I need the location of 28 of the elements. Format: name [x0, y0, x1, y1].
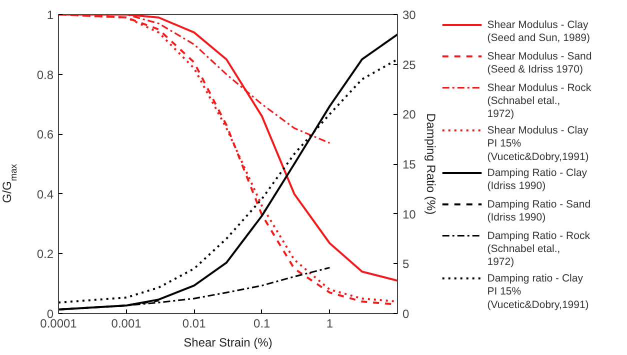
- y2-tick-label: 10: [402, 207, 416, 222]
- legend-label: Shear Modulus - Sand (Seed & Idriss 1970): [487, 50, 592, 76]
- y-tick-label: 0.6: [36, 128, 54, 142]
- x-tick-label: 0.1: [254, 316, 271, 330]
- y2-tick-label: 0: [402, 307, 410, 321]
- y-axis-title: G/Gmax: [0, 164, 18, 203]
- x-tick-label: 0.001: [111, 316, 142, 330]
- y2-axis-title: Damping Ratio (%): [424, 113, 438, 215]
- legend-label: Damping Ratio - Clay (Idriss 1990): [487, 166, 588, 192]
- legend-label: Damping Ratio - Rock (Schnabel etal., 1972): [487, 230, 591, 268]
- y-tick-label: 0.2: [36, 247, 54, 262]
- y-tick-label: 0.8: [36, 68, 54, 82]
- y-tick-label: 0.4: [36, 187, 54, 202]
- x-tick-label: 0.01: [182, 316, 206, 330]
- y-tick-label: 1: [46, 8, 54, 22]
- legend-label: Damping ratio - Clay PI 15% (Vucetic&Dobry,1991): [487, 272, 589, 311]
- x-tick-label: 0.0001: [40, 316, 78, 330]
- y2-tick-label: 25: [402, 58, 416, 72]
- y2-tick-label: 15: [402, 158, 416, 172]
- y2-tick-label: 5: [402, 257, 410, 272]
- x-tick-label: 1: [326, 316, 334, 330]
- y2-tick-label: 20: [402, 108, 416, 122]
- x-axis-title: Shear Strain (%): [184, 336, 272, 350]
- y2-tick-label: 30: [402, 8, 416, 22]
- legend-label: Damping Ratio - Sand (Idriss 1990): [487, 198, 591, 224]
- legend-label: Shear Modulus - Clay (Seed and Sun, 1989): [487, 18, 590, 44]
- legend-label: Shear Modulus - Rock (Schnabel etal., 1972): [487, 82, 592, 120]
- legend-label: Shear Modulus - Clay PI 15% (Vucetic&Dobry,1991): [487, 124, 589, 163]
